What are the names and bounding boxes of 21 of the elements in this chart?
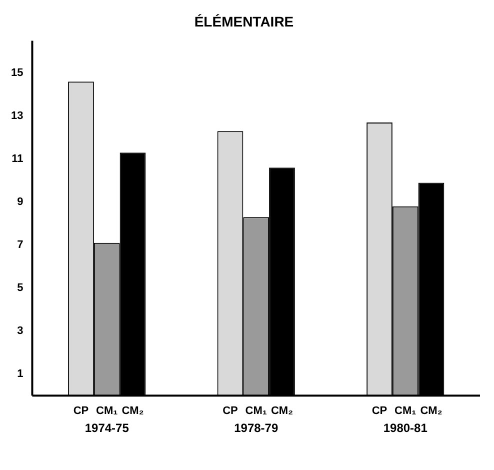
text: CM₁ [394,405,416,418]
y-tick-label: 9 [17,196,24,208]
x-tick-label: 1980-81 [383,421,428,436]
series-label: CM₁ [96,405,118,418]
text: CP [372,405,388,418]
y-tick-label: 15 [10,67,24,80]
y-tick-label: 7 [17,239,24,252]
series-label: CM₂ [122,405,144,418]
y-tick-label: 1 [17,368,24,380]
y-tick-label: 11 [12,153,24,166]
chart-title: ÉLÉMENTAIRE [194,13,294,30]
y-tick-label: 3 [17,325,24,338]
x-tick-label: 1978-79 [234,421,278,436]
series-label: CP [73,405,89,418]
text: CM₁ [245,405,267,418]
x-tick-label: 1974-75 [84,421,130,436]
text: CP [222,405,238,418]
y-tick-label: 13 [10,110,24,122]
y-tick-label: 5 [17,282,24,294]
text: CM₂ [270,405,293,418]
text: CM₂ [420,405,442,418]
